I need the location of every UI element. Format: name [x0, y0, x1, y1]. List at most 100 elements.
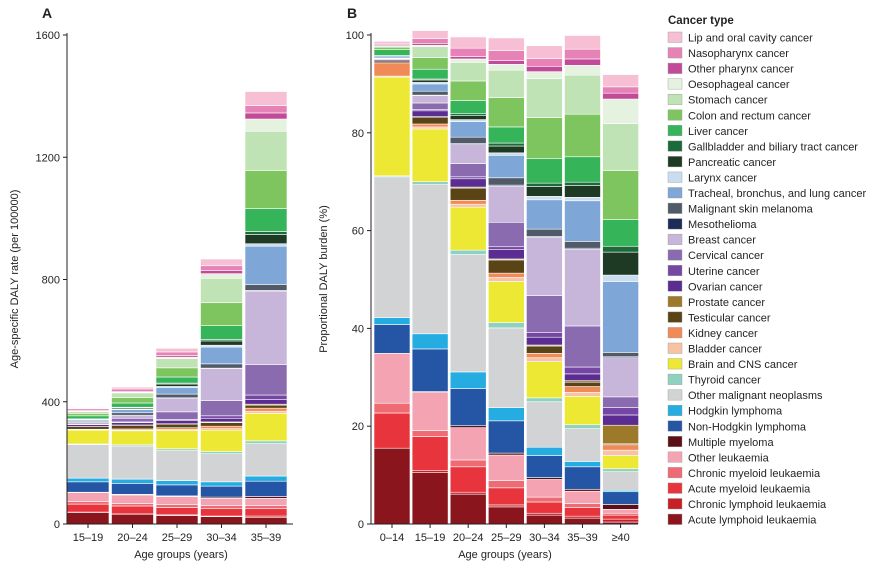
bar-segment-kidney-cancer	[449, 199, 487, 205]
bar-segment-tracheal-bronchus-and-lung-cancer	[526, 199, 563, 230]
legend-label: Chronic myeloid leukaemia	[688, 468, 821, 480]
legend-swatch	[667, 249, 683, 261]
bar-segment-liver-cancer	[411, 68, 449, 80]
legend-swatch	[667, 482, 683, 494]
legend-item-lip-and-oral-cavity-cancer: Lip and oral cavity cancer	[667, 31, 813, 45]
bar-segment-other-malignant-neoplasms	[373, 176, 411, 318]
bar-segment-acute-myeloid-leukaemia	[411, 436, 449, 471]
bar-segment-acute-lymphoid-leukaemia	[487, 506, 525, 525]
bar-segment-tracheal-bronchus-and-lung-cancer	[244, 245, 288, 285]
bar-segment-other-pharynx-cancer	[244, 112, 288, 120]
bar-segment-oesophageal-cancer	[449, 58, 487, 63]
y-tick-label: 800	[42, 275, 60, 287]
legend-label: Multiple myeloma	[688, 437, 774, 449]
bar-segment-ovarian-cancer	[564, 373, 601, 382]
bar-segment-other-malignant-neoplasms	[564, 428, 601, 462]
bar-segment-acute-myeloid-leukaemia	[564, 507, 601, 517]
bar-segment-lip-and-oral-cavity-cancer	[564, 35, 601, 50]
legend-swatch	[667, 233, 683, 245]
legend-swatch	[667, 202, 683, 214]
legend-title: Cancer type	[668, 15, 734, 27]
legend-item-colon-and-rectum-cancer: Colon and rectum cancer	[667, 109, 811, 122]
bar-segment-lip-and-oral-cavity-cancer	[449, 36, 487, 49]
x-tick-label: 25–29	[491, 532, 522, 544]
bar-segment-non-hodgkin-lymphoma	[373, 324, 411, 354]
legend-item-cervical-cancer: Cervical cancer	[667, 249, 764, 262]
legend-item-nasopharynx-cancer: Nasopharynx cancer	[667, 47, 789, 60]
bar-segment-hodgkin-lymphoma	[111, 478, 154, 484]
bar-segment-ovarian-cancer	[155, 420, 199, 425]
legend-item-gallbladder-and-biliary-tract-cancer: Gallbladder and biliary tract cancer	[667, 140, 858, 153]
bar-segment-other-leukaemia	[449, 427, 487, 461]
bar-segment-chronic-myeloid-leukaemia	[244, 505, 288, 510]
bar-segment-liver-cancer	[111, 402, 154, 408]
bar-segment-liver-cancer	[564, 156, 601, 183]
bar-stack-a-5	[244, 91, 288, 525]
bar-segment-nasopharynx-cancer	[487, 50, 525, 61]
bar-segment-malignant-skin-melanoma	[111, 412, 154, 416]
bar-segment-oesophageal-cancer	[487, 64, 525, 71]
bar-segment-acute-lymphoid-leukaemia	[111, 513, 154, 525]
bar-segment-liver-cancer	[602, 219, 639, 247]
bar-segment-malignant-skin-melanoma	[526, 228, 563, 237]
bar-segment-pancreatic-cancer	[244, 234, 288, 245]
x-tick-label: 15–19	[415, 532, 446, 544]
bar-segment-chronic-myeloid-leukaemia	[66, 501, 110, 505]
bar-stack-b-2	[411, 30, 449, 525]
bar-segment-acute-myeloid-leukaemia	[487, 487, 525, 506]
bar-segment-hodgkin-lymphoma	[449, 371, 487, 389]
bar-segment-breast-cancer	[564, 248, 601, 327]
bar-segment-thyroid-cancer	[487, 322, 525, 329]
bar-segment-cervical-cancer	[411, 102, 449, 110]
legend-item-tracheal-bronchus-and-lung-cancer: Tracheal, bronchus, and lung cancer	[667, 187, 866, 200]
bar-segment-brain-and-cns-cancer	[155, 430, 199, 450]
bar-segment-hodgkin-lymphoma	[411, 333, 449, 350]
bar-stack-b-7	[602, 74, 639, 525]
bar-segment-other-leukaemia	[111, 494, 154, 504]
x-tick-label: 15–19	[73, 532, 104, 544]
bar-segment-acute-lymphoid-leukaemia	[449, 493, 487, 525]
bar-segment-other-malignant-neoplasms	[155, 450, 199, 481]
bar-segment-non-hodgkin-lymphoma	[66, 481, 110, 493]
y-tick-label: 1200	[36, 152, 60, 164]
bar-segment-acute-myeloid-leukaemia	[111, 505, 154, 515]
bar-segment-chronic-myeloid-leukaemia	[526, 496, 563, 503]
bar-segment-other-leukaemia	[602, 509, 639, 514]
legend-label: Colon and rectum cancer	[688, 110, 811, 122]
bar-segment-other-leukaemia	[244, 498, 288, 506]
bar-segment-testicular-cancer	[155, 423, 199, 429]
bar-segment-testicular-cancer	[244, 404, 288, 409]
bar-stack-b-4	[487, 37, 525, 525]
bar-segment-ovarian-cancer	[449, 178, 487, 188]
bar-segment-lip-and-oral-cavity-cancer	[155, 347, 199, 353]
bar-segment-liver-cancer	[526, 158, 563, 184]
bar-segment-other-malignant-neoplasms	[111, 445, 154, 480]
bar-segment-cervical-cancer	[564, 325, 601, 368]
y-tick-label: 0	[358, 519, 364, 531]
legend-swatch	[667, 498, 683, 510]
legend-item-oesophageal-cancer: Oesophageal cancer	[667, 78, 790, 91]
bar-segment-hodgkin-lymphoma	[526, 446, 563, 456]
bar-segment-testicular-cancer	[449, 187, 487, 201]
bar-segment-colon-and-rectum-cancer	[602, 170, 639, 220]
legend-swatch	[667, 405, 683, 416]
x-tick-label: 30–34	[529, 532, 560, 544]
chart-panel-b: 0 20 40 60 80 100 0–14 15–19 20–24 25–29 30–34 35–3…	[318, 30, 639, 561]
bar-segment-hodgkin-lymphoma	[66, 477, 110, 483]
bar-segment-gallbladder-and-biliary-tract-cancer	[564, 181, 601, 186]
legend-label: Oesophageal cancer	[688, 79, 790, 91]
bar-segment-liver-cancer	[155, 376, 199, 384]
bar-segment-tracheal-bronchus-and-lung-cancer	[111, 409, 154, 414]
bar-segment-stomach-cancer	[526, 78, 563, 118]
bar-segment-hodgkin-lymphoma	[200, 481, 243, 487]
legend-item-acute-myeloid-leukaemia: Acute myeloid leukaemia	[667, 482, 811, 495]
bar-segment-other-malignant-neoplasms	[449, 254, 487, 373]
legend-label: Gallbladder and biliary tract cancer	[688, 141, 858, 153]
bar-stack-a-4	[200, 258, 243, 525]
legend-label: Acute myeloid leukaemia	[688, 483, 811, 495]
bar-segment-malignant-skin-melanoma	[411, 90, 449, 96]
bar-segment-colon-and-rectum-cancer	[449, 80, 487, 101]
y-tick-label: 100	[346, 30, 364, 42]
bar-segment-thyroid-cancer	[602, 468, 639, 472]
bar-segment-cervical-cancer	[244, 364, 288, 396]
